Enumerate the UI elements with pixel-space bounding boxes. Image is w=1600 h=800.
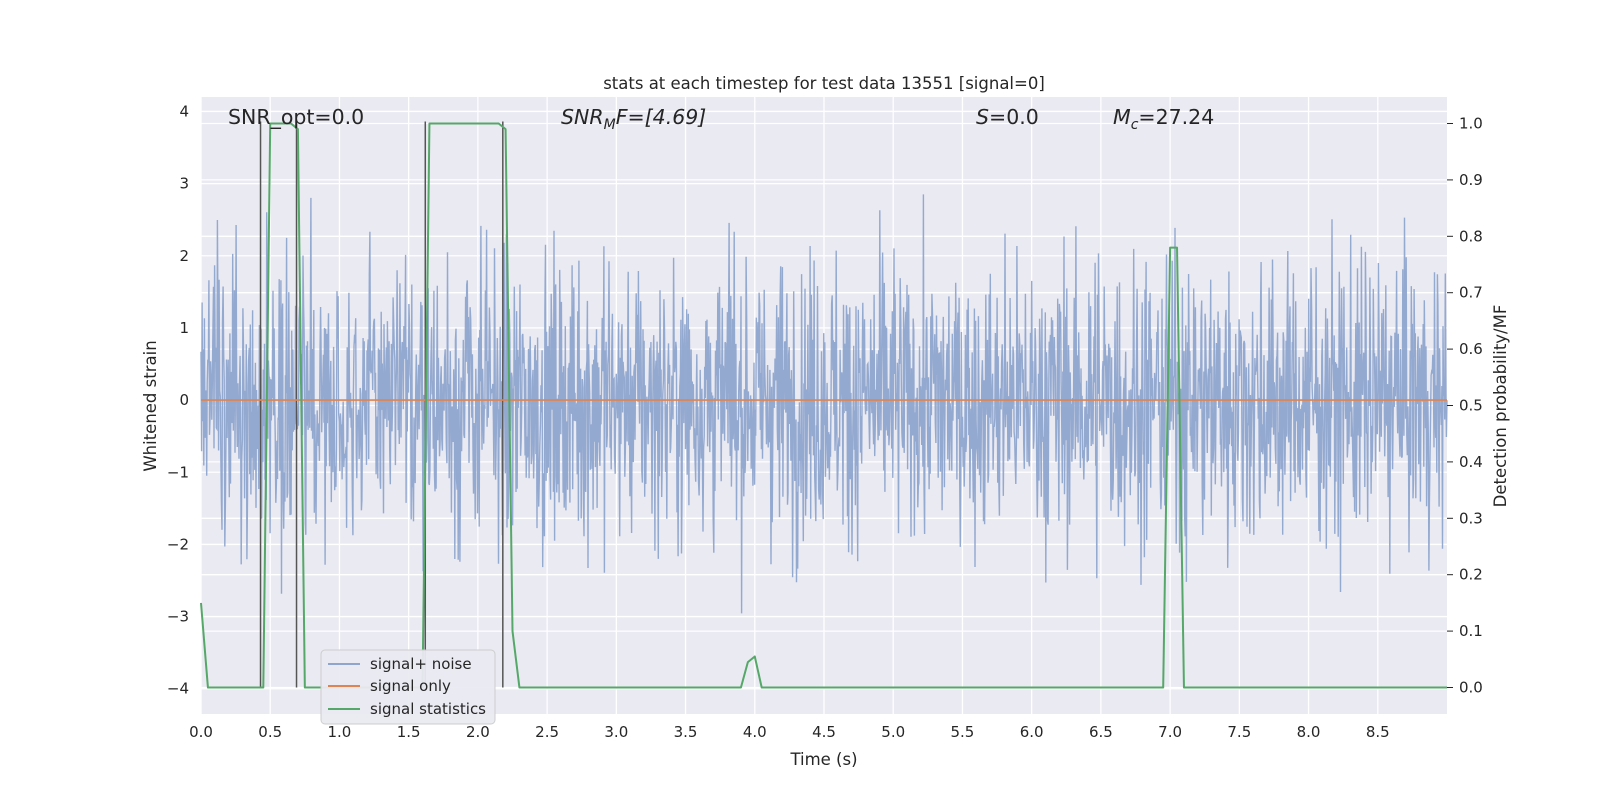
- x-tick-label: 6.0: [1020, 723, 1044, 741]
- y-right-axis-ticks: 1.0 0.9 0.8 0.7 0.6 0.5 0.4 0.3 0.2 0.1 0.0: [1447, 115, 1483, 696]
- x-tick-label: 2.5: [535, 723, 559, 741]
- y-left-tick-label: 4: [179, 102, 189, 120]
- y-right-tick-label: 0.6: [1459, 340, 1483, 358]
- legend-label-noise: signal+ noise: [370, 655, 472, 673]
- y-left-axis-ticks: 4 3 2 1 0 −1 −2 −3 −4: [167, 102, 189, 697]
- y-left-tick-label: −4: [167, 680, 189, 698]
- x-tick-label: 5.5: [951, 723, 975, 741]
- annotation-mc-tail: =27.24: [1138, 105, 1214, 129]
- annotation-mc-sub: c: [1131, 117, 1139, 133]
- y-left-tick-label: −1: [167, 463, 189, 481]
- annotation-mc: Mc=27.24: [1113, 105, 1214, 133]
- stats-series: [200, 122, 1447, 689]
- legend-label-stats: signal statistics: [370, 700, 486, 718]
- y-right-tick-label: 0.1: [1459, 622, 1483, 640]
- legend-box: [320, 649, 496, 725]
- x-tick-label: 6.5: [1089, 723, 1113, 741]
- x-tick-label: 8.0: [1297, 723, 1321, 741]
- y-left-tick-label: 3: [179, 175, 189, 193]
- x-tick-label: 7.0: [1158, 723, 1182, 741]
- y-right-tick-label: 0.7: [1459, 284, 1483, 302]
- annotation-snr-mf-tail: F=[4.69]: [616, 105, 707, 129]
- x-tick-label: 0.0: [189, 723, 213, 741]
- x-tick-label: 3.5: [674, 723, 698, 741]
- annotation-snr-mf-sub: M: [604, 117, 616, 133]
- y-right-tick-label: 0.8: [1459, 227, 1483, 245]
- y-right-tick-label: 1.0: [1459, 115, 1483, 133]
- noise-series: [200, 194, 1448, 614]
- y-left-tick-label: 0: [179, 391, 189, 409]
- annotation-snr-mf: SNRMF=[4.69]: [561, 105, 706, 133]
- annotation-s-main: S: [976, 105, 989, 129]
- legend: signal+ noise signal only signal statist…: [320, 649, 496, 725]
- x-tick-label: 1.0: [328, 723, 352, 741]
- y-left-tick-label: −2: [167, 535, 189, 553]
- x-tick-label: 7.5: [1227, 723, 1251, 741]
- annotation-s-tail: =0.0: [989, 105, 1039, 129]
- y-left-tick-label: 1: [179, 319, 189, 337]
- y-right-tick-label: 0.4: [1459, 453, 1483, 471]
- x-tick-label: 2.0: [466, 723, 490, 741]
- y-right-axis-title: Detection probability/MF: [1491, 305, 1510, 508]
- legend-label-signal: signal only: [370, 677, 451, 695]
- chart-title: stats at each timestep for test data 135…: [603, 74, 1045, 93]
- x-axis-ticks: 0.0 0.5 1.0 1.5 2.0 2.5 3.0 3.5 4.0 4.5 5.0 5.5 6.0 6…: [189, 723, 1390, 741]
- x-axis-title: Time (s): [789, 750, 857, 769]
- x-tick-label: 0.5: [258, 723, 282, 741]
- x-tick-label: 5.0: [881, 723, 905, 741]
- series-line-noise: [200, 194, 1448, 614]
- x-tick-label: 4.5: [812, 723, 836, 741]
- y-left-tick-label: 2: [179, 247, 189, 265]
- y-right-tick-label: 0.2: [1459, 566, 1483, 584]
- x-tick-label: 1.5: [397, 723, 421, 741]
- y-left-axis-title: Whitened strain: [141, 340, 160, 471]
- y-right-tick-label: 0.9: [1459, 171, 1483, 189]
- y-right-tick-label: 0.3: [1459, 509, 1483, 527]
- x-tick-label: 3.0: [604, 723, 628, 741]
- annotation-mc-main: M: [1113, 105, 1131, 129]
- annotation-s: S=0.0: [976, 105, 1039, 129]
- y-left-tick-label: −3: [167, 608, 189, 626]
- x-tick-label: 4.0: [743, 723, 767, 741]
- y-right-tick-label: 0.0: [1459, 678, 1483, 696]
- annotation-snr-mf-main: SNR: [561, 105, 604, 129]
- series-line-stats: [200, 122, 1447, 689]
- annotation-snr-opt: SNR_opt=0.0: [228, 105, 364, 130]
- x-tick-label: 8.5: [1366, 723, 1390, 741]
- y-right-tick-label: 0.5: [1459, 397, 1483, 415]
